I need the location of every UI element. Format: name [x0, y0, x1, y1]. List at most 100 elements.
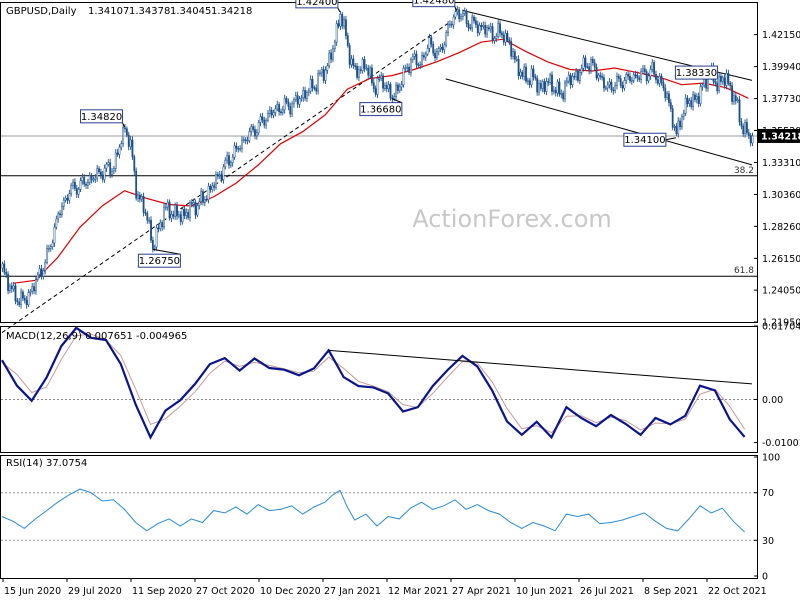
candle-body	[569, 74, 572, 85]
candle	[729, 81, 732, 90]
candle-body	[747, 132, 750, 136]
candle	[116, 149, 119, 157]
candle	[428, 33, 431, 53]
candle-body	[343, 19, 345, 27]
candle-body	[99, 171, 102, 176]
candle	[376, 75, 379, 99]
candle	[473, 14, 475, 24]
candle	[655, 70, 657, 84]
candle-body	[170, 214, 173, 219]
candle-body	[385, 85, 388, 89]
candle	[283, 94, 286, 114]
candle	[358, 65, 360, 82]
annotation-box	[359, 102, 403, 117]
candle-body	[380, 75, 383, 79]
candle-body	[263, 119, 266, 126]
candle	[190, 198, 193, 208]
candle-body	[185, 212, 188, 216]
candle	[474, 17, 477, 29]
candle	[122, 123, 125, 147]
candle	[551, 71, 553, 96]
price-y-tick-label: 1.30360	[762, 190, 800, 201]
candle	[744, 119, 746, 138]
candle	[434, 49, 436, 62]
candle-body	[660, 75, 663, 83]
candle	[436, 47, 438, 61]
candle	[471, 13, 474, 32]
candle	[272, 109, 275, 119]
candle	[359, 66, 362, 74]
candle-body	[502, 34, 505, 43]
candle-body	[746, 122, 748, 133]
rsi-y-tick-label: 30	[762, 536, 774, 547]
candle	[647, 72, 650, 84]
candle	[137, 191, 139, 202]
candle	[452, 14, 455, 29]
candle-body	[686, 97, 689, 104]
candle-body	[655, 74, 657, 80]
candle	[9, 283, 11, 294]
candle-body	[64, 197, 67, 201]
candle-body	[94, 177, 97, 180]
candle	[733, 91, 735, 105]
candle-body	[203, 199, 206, 203]
candle-body	[643, 68, 646, 72]
candle-body	[525, 66, 527, 82]
candle	[467, 20, 470, 32]
candle-body	[690, 100, 693, 107]
x-tick-label: 29 Jul 2020	[68, 586, 122, 597]
candle	[224, 157, 227, 170]
candle-body	[150, 219, 152, 241]
candle	[688, 97, 691, 108]
candle-body	[229, 162, 232, 166]
candle	[235, 142, 238, 152]
candle	[482, 21, 485, 30]
candle-body	[560, 93, 563, 95]
candle-body	[473, 16, 475, 22]
candle	[114, 149, 117, 173]
candle	[25, 296, 28, 309]
candle-body	[365, 67, 368, 70]
candle	[337, 19, 340, 29]
candle-body	[356, 65, 358, 78]
candle-body	[398, 86, 401, 91]
candle-body	[53, 226, 56, 244]
candle	[543, 78, 546, 95]
candle	[590, 56, 592, 74]
candle	[536, 75, 539, 96]
candle-body	[463, 10, 466, 14]
candle	[36, 271, 39, 282]
candle	[601, 72, 604, 81]
candle	[421, 51, 423, 68]
candle-body	[85, 183, 87, 186]
candle-body	[393, 96, 396, 99]
candle-body	[682, 113, 685, 117]
candle-body	[647, 75, 650, 82]
candle	[643, 65, 646, 76]
x-tick-label: 27 Jan 2021	[324, 586, 381, 597]
candle-body	[179, 214, 182, 222]
candle	[133, 154, 136, 175]
candle-body	[454, 11, 457, 18]
candle	[686, 95, 689, 108]
candle	[183, 205, 186, 219]
candle	[567, 71, 570, 84]
candle-body	[118, 146, 121, 155]
candle-body	[293, 99, 295, 105]
candle-body	[92, 179, 95, 181]
candle-body	[358, 69, 360, 78]
candle	[144, 208, 147, 216]
candle-body	[129, 139, 132, 147]
candle	[526, 77, 529, 85]
candle	[267, 110, 269, 123]
candle-body	[677, 120, 680, 135]
candle-body	[445, 32, 448, 46]
candle	[23, 294, 26, 304]
candle-body	[278, 104, 281, 113]
candle	[31, 283, 34, 295]
candle-body	[237, 148, 240, 150]
candle-body	[367, 67, 370, 76]
candle-body	[467, 23, 470, 29]
x-tick-label: 12 Mar 2021	[388, 586, 448, 597]
candle-body	[176, 204, 178, 217]
